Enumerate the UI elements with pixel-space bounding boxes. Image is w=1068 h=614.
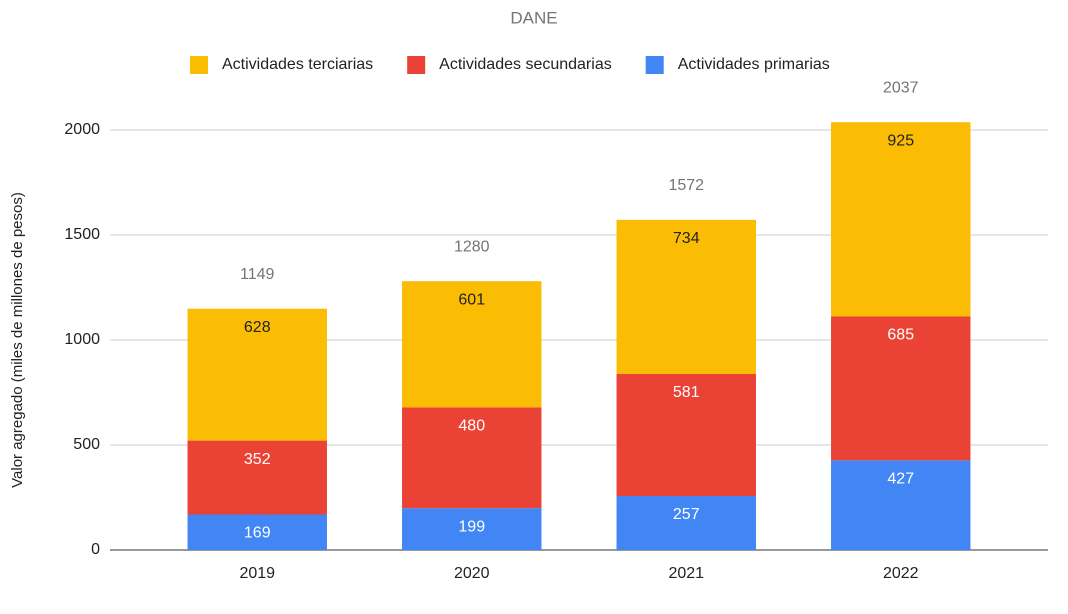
bar-segment xyxy=(187,514,327,550)
y-tick-label: 2000 xyxy=(64,121,100,138)
bar-segment xyxy=(187,308,327,441)
legend-swatch xyxy=(190,56,208,74)
data-label: 628 xyxy=(244,319,271,336)
bar-segment xyxy=(187,440,327,515)
bar-segment xyxy=(616,219,756,375)
data-label: 199 xyxy=(458,518,485,535)
bar-segment xyxy=(616,374,756,497)
bar-segment xyxy=(402,281,542,408)
total-label: 1572 xyxy=(668,177,704,194)
y-tick-label: 1000 xyxy=(64,331,100,348)
data-label: 581 xyxy=(673,384,700,401)
bar-segment xyxy=(831,316,971,461)
bar-segment xyxy=(831,122,971,317)
data-label: 352 xyxy=(244,451,271,468)
data-label: 480 xyxy=(458,418,485,435)
legend-label: Actividades terciarias xyxy=(222,56,373,73)
data-label: 427 xyxy=(887,471,914,488)
chart-title: DANE xyxy=(510,8,557,27)
data-label: 734 xyxy=(673,230,700,247)
legend-swatch xyxy=(645,56,664,74)
legend-label: Actividades secundarias xyxy=(439,56,612,73)
total-label: 1149 xyxy=(240,266,275,283)
data-label: 685 xyxy=(887,327,914,344)
total-label: 1280 xyxy=(454,238,490,255)
y-tick-label: 0 xyxy=(91,541,100,558)
data-label: 257 xyxy=(673,506,700,523)
bar-segment xyxy=(402,407,542,509)
x-tick-label: 2021 xyxy=(668,565,704,582)
y-tick-label: 1500 xyxy=(64,226,100,243)
y-tick-label: 500 xyxy=(73,436,100,453)
data-label: 925 xyxy=(887,132,914,149)
x-tick-label: 2019 xyxy=(239,565,275,582)
bar-segment xyxy=(402,508,542,550)
total-label: 2037 xyxy=(883,79,919,96)
legend-swatch xyxy=(407,56,426,74)
data-label: 601 xyxy=(458,291,485,308)
bar-segment xyxy=(831,460,971,550)
data-label: 169 xyxy=(244,525,271,542)
x-tick-label: 2020 xyxy=(454,565,490,582)
y-axis-label: Valor agregado (miles de millones de pes… xyxy=(9,192,26,488)
x-tick-label: 2022 xyxy=(883,565,919,582)
legend-label: Actividades primarias xyxy=(678,56,830,73)
bar-segment xyxy=(616,496,756,550)
